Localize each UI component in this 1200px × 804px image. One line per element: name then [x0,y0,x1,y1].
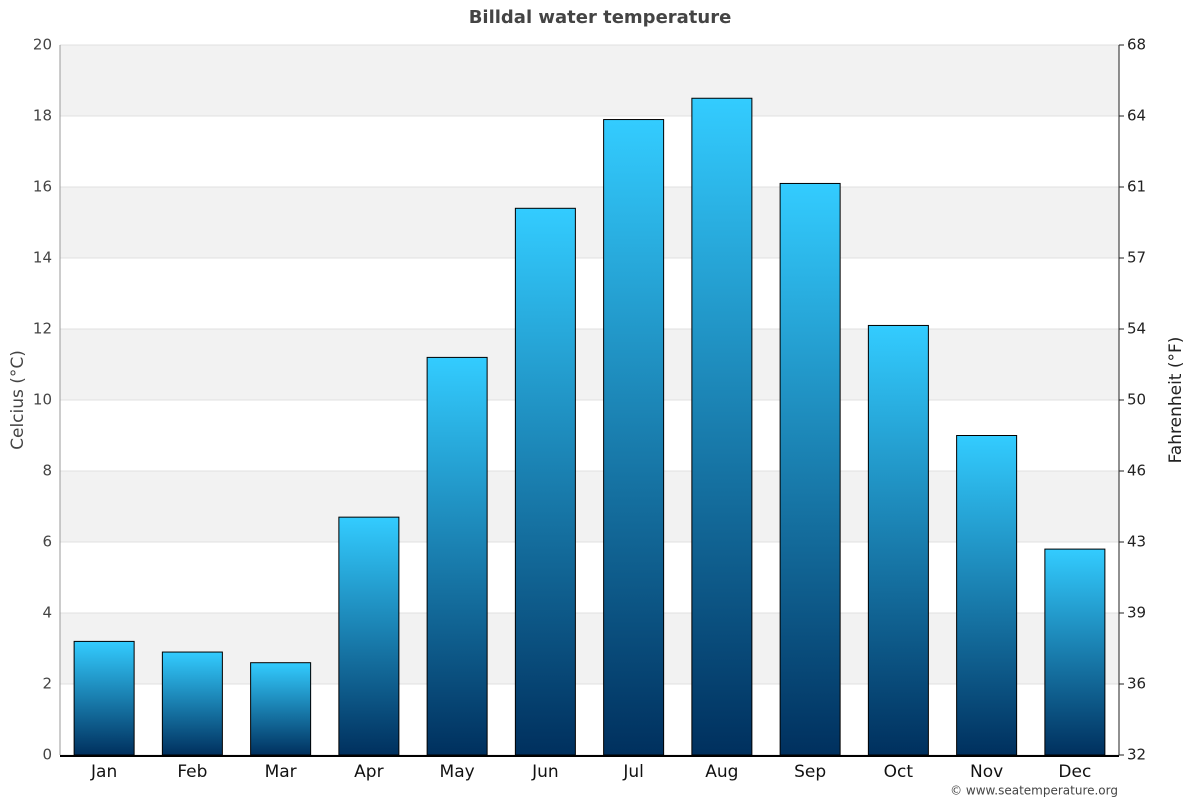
x-tick-label: Mar [265,762,297,782]
grid-band [60,45,1119,116]
bar [426,356,488,756]
x-tick-label: Nov [970,762,1003,782]
y2-tick-label: 64 [1127,107,1146,125]
x-tick-label: Jul [622,762,644,782]
grid-band [60,329,1119,400]
y2-tick-label: 68 [1127,36,1146,54]
bar [867,324,929,756]
y-tick-label: 6 [42,533,52,551]
bar [250,662,312,756]
y2-tick-label: 54 [1127,320,1146,338]
x-tick-label: Dec [1058,762,1091,782]
bar [691,97,753,756]
chart-title: Billdal water temperature [469,7,732,28]
y2-tick-label: 32 [1127,746,1146,764]
y2-axis-label: Fahrenheit (°F) [1166,337,1186,464]
y2-tick-label: 46 [1127,462,1146,480]
bar [73,640,135,756]
bar [338,516,400,756]
x-tick-label: Apr [354,762,383,782]
y2-tick-label: 61 [1127,178,1146,196]
x-tick-label: May [440,762,475,782]
y2-tick-label: 50 [1127,391,1146,409]
y2-tick-label: 43 [1127,533,1146,551]
y2-tick-label: 39 [1127,604,1146,622]
x-tick-label: Feb [177,762,207,782]
grid-band [60,471,1119,542]
bar [1044,548,1106,756]
bar [956,435,1018,756]
y-tick-label: 16 [33,178,52,196]
bar [779,182,841,756]
x-tick-label: Oct [884,762,914,782]
y-tick-label: 20 [33,36,52,54]
y2-tick-label: 57 [1127,249,1146,267]
y-tick-label: 2 [42,675,52,693]
grid-band [60,187,1119,258]
y-axis-label: Celcius (°C) [8,350,28,450]
y-tick-label: 14 [33,249,52,267]
x-tick-label: Sep [794,762,826,782]
credit: © www.seatemperature.org [950,784,1118,798]
bar [514,207,576,756]
y2-tick-label: 36 [1127,675,1146,693]
x-tick-label: Jun [531,762,559,782]
x-tick-label: Aug [705,762,738,782]
bar [603,119,665,756]
y-tick-label: 12 [33,320,52,338]
y-tick-label: 8 [42,462,52,480]
y-tick-label: 18 [33,107,52,125]
bar [161,651,223,756]
y-tick-label: 4 [42,604,52,622]
y-tick-label: 0 [42,746,52,764]
x-tick-label: Jan [90,762,117,782]
grid-band [60,613,1119,684]
y-tick-label: 10 [33,391,52,409]
